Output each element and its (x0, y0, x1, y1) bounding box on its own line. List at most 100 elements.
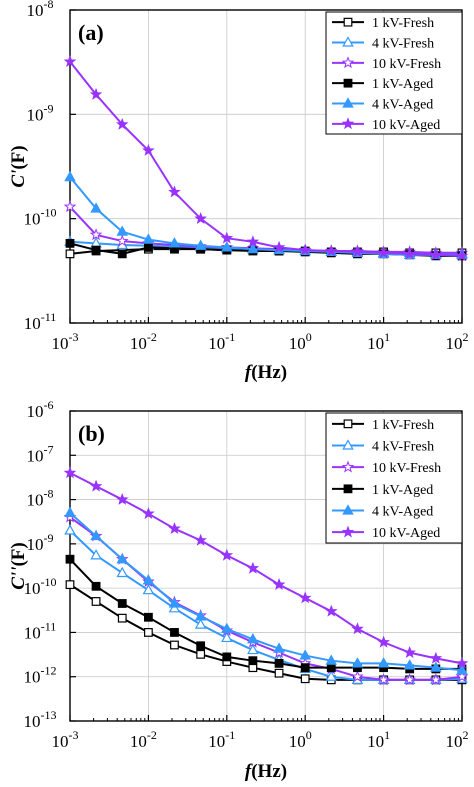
x-tick-label: 10-2 (130, 728, 157, 751)
x-axis-label-symbol: f (245, 362, 253, 383)
legend: 1 kV-Fresh 4 kV-Fresh 10 kV-Fresh 1 kV-Aged… (325, 412, 463, 544)
y-tick-exponent: -8 (44, 487, 54, 501)
legend-label: 10 kV-Fresh (372, 461, 441, 476)
data-point (247, 242, 259, 254)
series-line (69, 558, 462, 670)
data-point (298, 591, 312, 604)
data-point (247, 643, 259, 655)
x-tick-label: 102 (446, 330, 469, 353)
y-tick-exponent: -12 (41, 664, 57, 678)
y-tick-base: 10 (27, 446, 44, 465)
data-point (377, 246, 390, 259)
series-line (69, 512, 463, 672)
data-point (429, 248, 443, 261)
data-point (144, 628, 153, 637)
x-tick-label: 10-3 (52, 728, 79, 751)
data-point (272, 578, 286, 590)
data-point (196, 641, 206, 651)
data-point (91, 597, 101, 606)
legend-label: 1 kV-Fresh (372, 418, 434, 433)
y-tick-label: 10-10 (24, 575, 57, 598)
y-tick-label: 10-8 (27, 487, 54, 510)
y-tick-base: 10 (24, 668, 41, 687)
data-point (194, 212, 207, 225)
x-tick-exponent: -2 (147, 330, 157, 344)
data-point (377, 635, 390, 648)
data-point (194, 239, 207, 250)
data-point (115, 234, 129, 247)
x-tick-exponent: 2 (463, 330, 469, 344)
legend-label: 10 kV-Aged (372, 526, 440, 541)
x-tick-base: 10 (289, 334, 306, 353)
legend-swatch-marker (342, 439, 354, 450)
data-point (90, 202, 102, 213)
y-tick-label: 10-10 (24, 206, 57, 229)
y-tick-exponent: -7 (44, 442, 54, 456)
y-tick-base: 10 (24, 623, 41, 642)
data-point (455, 656, 469, 669)
data-point (272, 240, 286, 253)
y-tick-exponent: -9 (44, 531, 54, 545)
data-point (65, 580, 75, 590)
x-tick-label: 10-3 (52, 330, 79, 353)
y-tick-exponent: -10 (41, 575, 57, 589)
y-tick-label: 10-7 (27, 442, 54, 465)
data-point (222, 652, 232, 662)
legend-swatch-marker (343, 78, 353, 88)
x-tick-base: 10 (208, 334, 225, 353)
legend-label: 1 kV-Fresh (372, 16, 434, 31)
plot-frame (69, 410, 463, 722)
data-point (116, 552, 129, 564)
x-tick-base: 10 (130, 334, 147, 353)
data-point (170, 628, 179, 637)
y-tick-base: 10 (24, 314, 41, 333)
legend-swatch-marker (341, 117, 355, 130)
x-tick-label: 102 (446, 728, 469, 751)
data-point (115, 117, 129, 130)
legend-label: 4 kV-Fresh (372, 37, 434, 52)
data-point (63, 200, 77, 213)
data-point (403, 247, 416, 260)
data-point (248, 656, 258, 666)
data-point (144, 243, 153, 252)
y-tick-label: 10-11 (24, 619, 57, 642)
y-axis-label: C''(F) (8, 542, 29, 590)
x-tick-base: 10 (208, 732, 225, 751)
y-tick-label: 10-8 (27, 0, 54, 20)
data-point (246, 561, 260, 574)
y-axis-label-unit: (F) (8, 542, 29, 566)
y-tick-base: 10 (27, 105, 44, 124)
data-point (91, 581, 101, 591)
x-tick-exponent: 1 (384, 330, 390, 344)
data-point (274, 668, 284, 678)
x-tick-base: 10 (52, 732, 69, 751)
data-point (90, 549, 102, 560)
data-point (142, 233, 155, 244)
legend-label: 4 kV-Aged (372, 98, 433, 113)
series-line (69, 176, 462, 256)
legend-label: 10 kV-Aged (372, 118, 440, 133)
y-tick-base: 10 (24, 579, 41, 598)
data-point (221, 241, 233, 252)
y-tick-exponent: -9 (44, 101, 54, 115)
legend-label: 4 kV-Aged (372, 505, 433, 520)
series-4-kv-aged (64, 506, 468, 675)
data-point (196, 649, 206, 659)
legend-swatch-marker (343, 484, 353, 494)
data-point (117, 599, 127, 608)
legend-label: 1 kV-Aged (372, 77, 433, 92)
x-tick-exponent: -1 (225, 330, 235, 344)
x-axis-label-unit: (Hz) (251, 362, 287, 383)
data-point (117, 249, 127, 259)
data-point (403, 673, 416, 686)
y-tick-exponent: -11 (41, 619, 57, 633)
x-tick-exponent: -3 (69, 330, 79, 344)
x-tick-base: 10 (446, 732, 463, 751)
x-tick-base: 10 (52, 334, 69, 353)
data-point (117, 613, 127, 623)
chart-panel-a: 10-3 10-2 10-1 100 101 10210-1110-1010-910-8f… (8, 0, 469, 383)
y-axis-label-symbol: C'' (8, 567, 29, 590)
data-point (89, 87, 103, 100)
data-point (456, 664, 468, 675)
x-tick-base: 10 (289, 732, 306, 751)
